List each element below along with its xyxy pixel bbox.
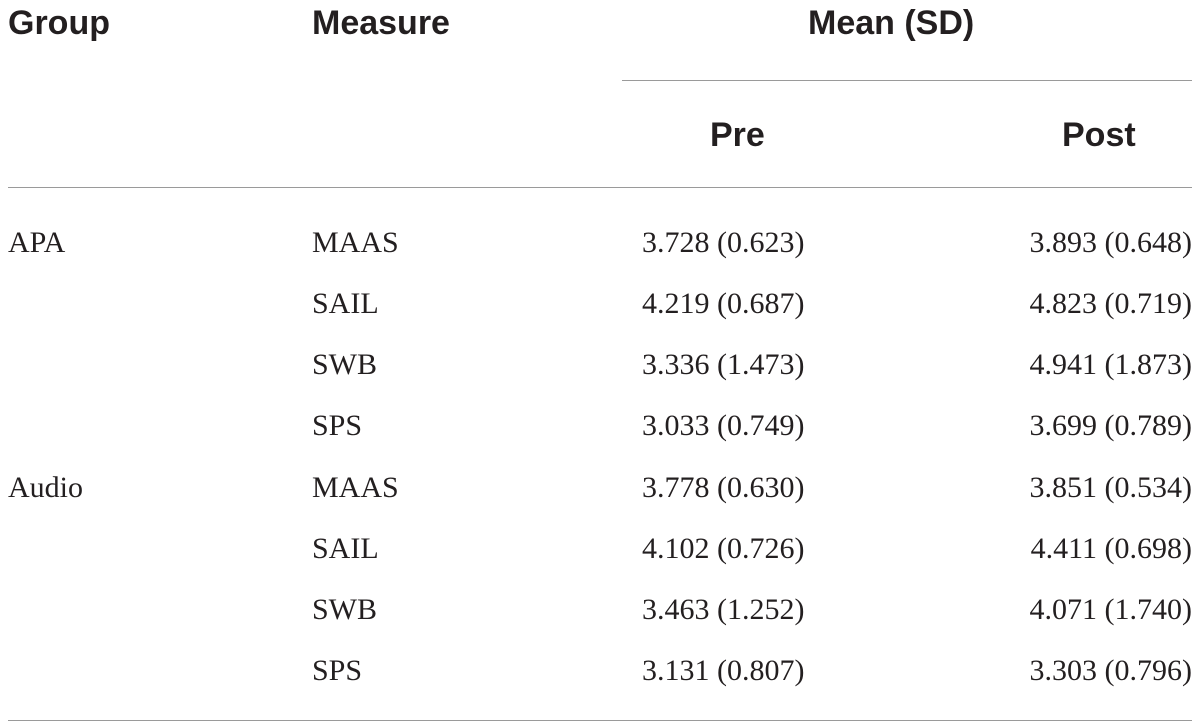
pre-cell: 3.033 (0.749) — [642, 409, 805, 442]
measure-cell: SPS — [312, 409, 363, 442]
post-cell: 3.851 (0.534) — [1029, 471, 1192, 504]
post-cell: 4.941 (1.873) — [1029, 348, 1192, 381]
measure-cell: SAIL — [312, 532, 379, 565]
header-bottom-rule — [8, 187, 1192, 188]
group-cell: Audio — [8, 471, 83, 504]
pre-cell: 3.728 (0.623) — [642, 226, 805, 259]
post-cell: 3.699 (0.789) — [1029, 409, 1192, 442]
group-cell: APA — [8, 226, 66, 259]
mean-sd-column-header: Mean (SD) — [808, 4, 975, 42]
table-bottom-rule — [8, 720, 1192, 721]
pre-cell: 3.778 (0.630) — [642, 471, 805, 504]
measure-cell: SWB — [312, 593, 378, 626]
post-cell: 4.071 (1.740) — [1029, 593, 1192, 626]
post-cell: 4.823 (0.719) — [1029, 287, 1192, 320]
post-cell: 3.303 (0.796) — [1029, 654, 1192, 687]
post-cell: 4.411 (0.698) — [1030, 532, 1192, 565]
measure-cell: MAAS — [312, 471, 399, 504]
pre-cell: 4.102 (0.726) — [642, 532, 805, 565]
pre-cell: 4.219 (0.687) — [642, 287, 805, 320]
measure-cell: SAIL — [312, 287, 379, 320]
measure-cell: MAAS — [312, 226, 399, 259]
group-column-header: Group — [8, 4, 110, 42]
pre-cell: 3.463 (1.252) — [642, 593, 805, 626]
measure-column-header: Measure — [312, 4, 450, 42]
mean-sd-subheader-rule — [622, 80, 1192, 81]
pre-column-header: Pre — [710, 116, 765, 154]
measure-cell: SWB — [312, 348, 378, 381]
pre-cell: 3.131 (0.807) — [642, 654, 805, 687]
post-column-header: Post — [1062, 116, 1136, 154]
measure-cell: SPS — [312, 654, 363, 687]
post-cell: 3.893 (0.648) — [1029, 226, 1192, 259]
pre-cell: 3.336 (1.473) — [642, 348, 805, 381]
